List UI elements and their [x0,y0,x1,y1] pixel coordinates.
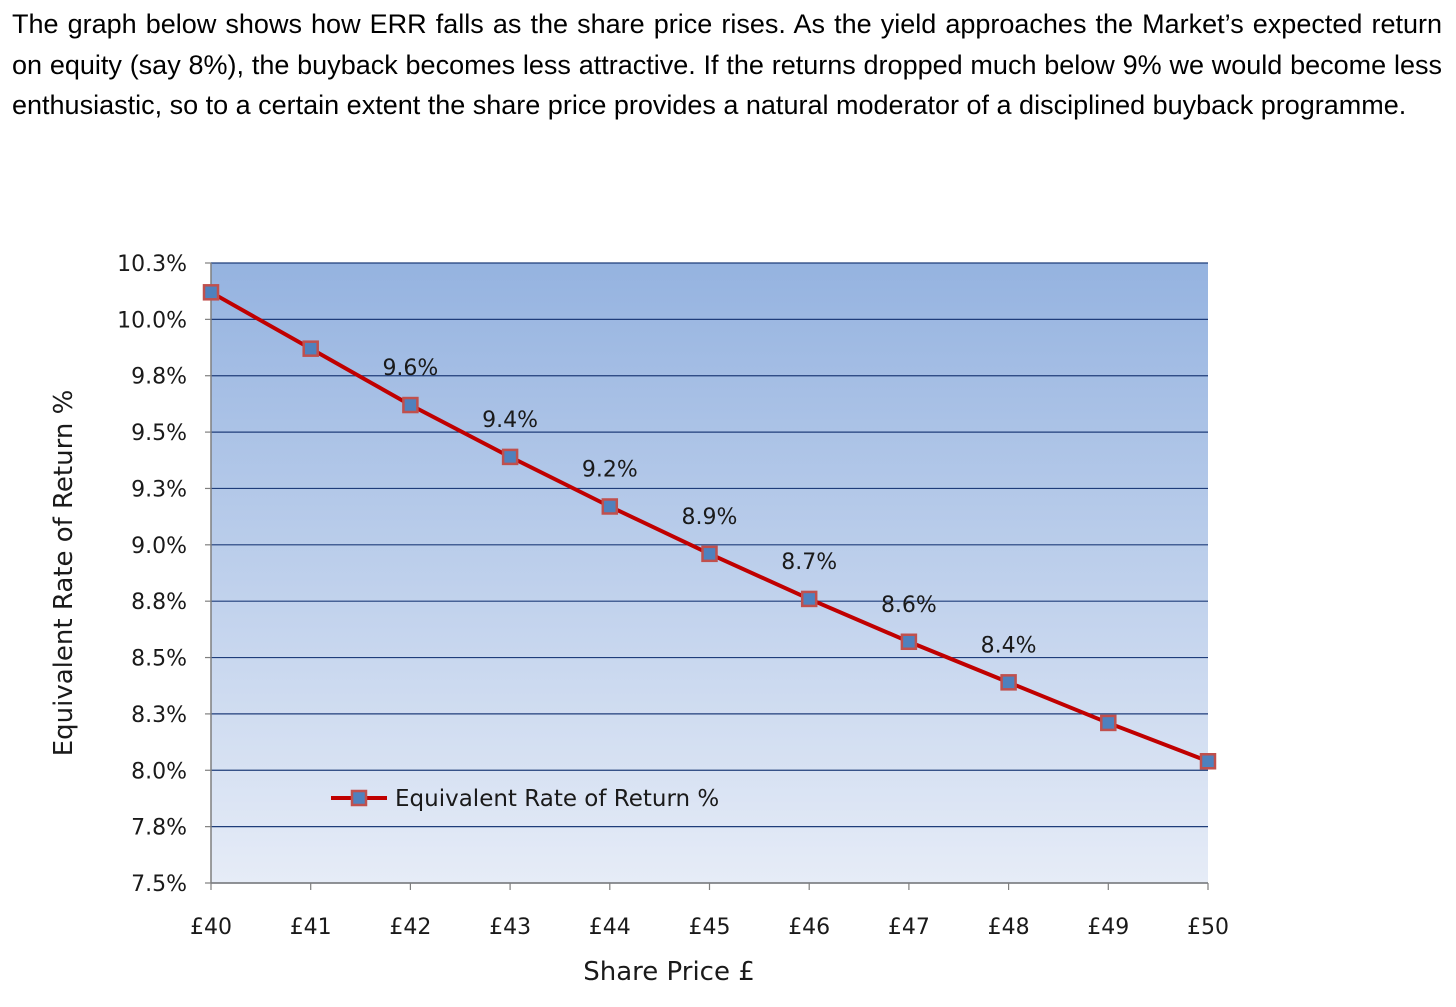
x-tick-label: £42 [389,915,431,940]
data-labels: 9.6% 9.4% 9.2% 8.9% 8.7% 8.6% 8.4% [382,356,1036,658]
x-tick-label: £50 [1187,915,1229,940]
legend-marker [350,789,368,807]
series-equivalent-rate-of-return [202,284,1217,770]
data-point [601,498,619,515]
data-point [501,448,519,466]
plot-area [211,263,1208,883]
x-tick-label: £49 [1087,915,1129,940]
y-tick-label: 8.0% [131,759,187,784]
data-point [1100,714,1117,732]
data-label: 8.4% [981,633,1037,658]
y-tick-label: 8.3% [131,703,187,728]
x-axis-title: Share Price £ [583,957,755,987]
y-tick-label: 9.0% [131,534,187,559]
data-point [701,545,718,563]
data-label: 8.6% [881,593,937,618]
intro-paragraph: The graph below shows how ERR falls as t… [12,9,1442,120]
data-label: 8.7% [781,550,837,575]
x-tick-label: £45 [689,915,731,940]
y-tick-label: 9.5% [131,421,187,446]
data-label: 9.6% [382,356,438,381]
y-tick-label: 8.5% [131,647,187,672]
data-label: 8.9% [682,505,738,530]
x-tick-label: £48 [988,915,1030,940]
data-point [302,340,319,357]
data-point [1199,753,1217,770]
x-tick-label: £46 [788,915,830,940]
data-point [800,590,818,608]
x-tick-label: £44 [589,915,631,940]
y-tick-label: 10.0% [117,308,187,333]
axes: 7.5% 7.8% 8.0% 8.3% 8.5% 8.8% 9.0% 9.3% 9.5% 9.8%… [117,252,1229,940]
x-tick-label: £40 [190,915,232,940]
y-axis-title: Equivalent Rate of Return % [49,390,79,757]
data-label: 9.2% [582,457,638,482]
legend: Equivalent Rate of Return % [331,786,719,812]
y-tick-label: 7.8% [131,816,187,841]
legend-label: Equivalent Rate of Return % [395,786,719,812]
y-tick-label: 9.8% [131,365,187,390]
data-point [900,633,918,651]
y-tick-label: 7.5% [131,872,187,897]
data-label: 9.4% [482,408,538,433]
x-tick-label: £47 [888,915,930,940]
y-tick-label: 9.3% [131,477,187,502]
data-point [1000,674,1017,691]
data-point [202,284,220,301]
y-tick-label: 10.3% [117,252,187,277]
x-tick-label: £41 [290,915,332,940]
x-tick-label: £43 [489,915,531,940]
data-point [402,396,419,414]
y-tick-label: 8.8% [131,590,187,615]
